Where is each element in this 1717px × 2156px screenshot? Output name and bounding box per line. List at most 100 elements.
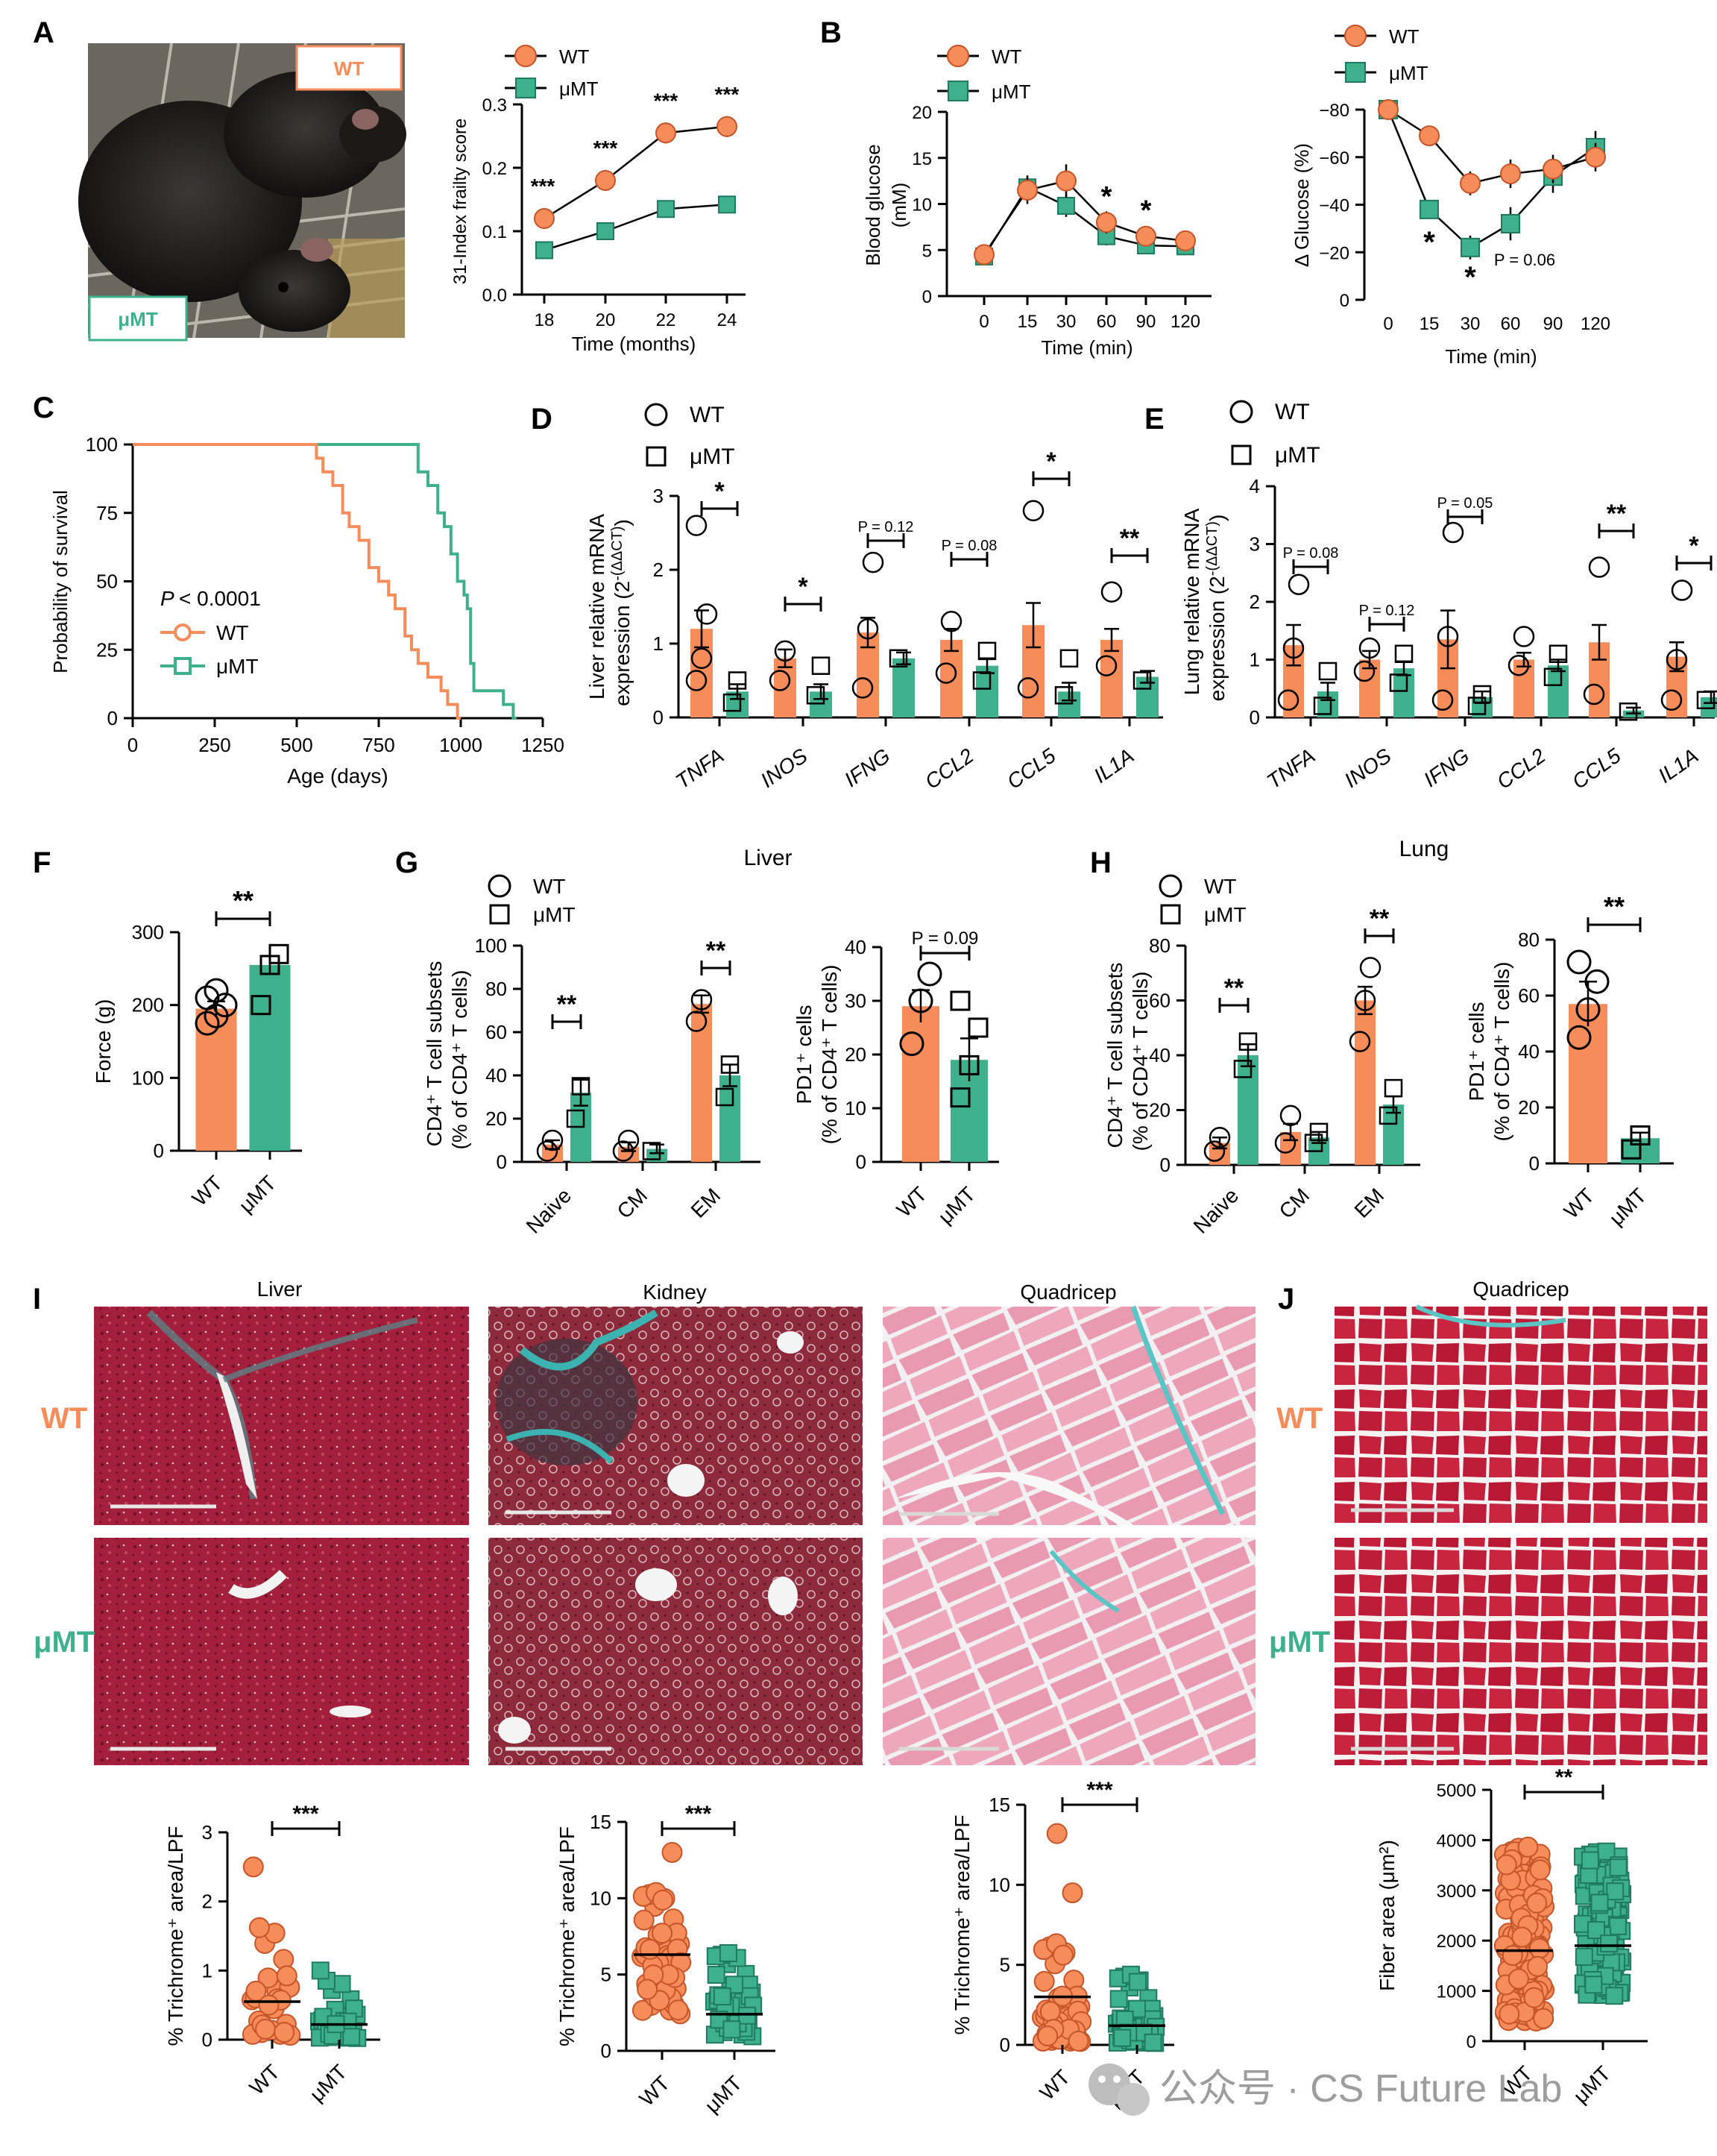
- b2-x-tick-label: 30: [1461, 314, 1481, 334]
- i2-umt-pt: [707, 1965, 725, 1984]
- b2-umt-point: [1501, 214, 1520, 233]
- d-wt-dot: [696, 603, 718, 625]
- a-x-tick-label: 18: [535, 310, 555, 330]
- g2-y-tick-label: 0: [856, 1151, 866, 1173]
- i1-y-label: % Trichrome⁺ area/LPF: [164, 1826, 187, 2046]
- g1-cat-label: CM: [613, 1184, 652, 1223]
- e-y-tick-label: 4: [1250, 475, 1260, 497]
- h2-wt-dot: [1584, 969, 1610, 994]
- h1-y-label: CD4⁺ T cell subsets: [1103, 963, 1127, 1148]
- i2-wt-pt: [633, 1909, 655, 1931]
- a-y-tick-label: 0.2: [482, 159, 507, 179]
- h1-cat-label: EM: [1350, 1184, 1389, 1222]
- h1-wt-dot: [1279, 1104, 1302, 1127]
- d-umt-dot: [1054, 686, 1074, 705]
- i2-wt-pt: [637, 1979, 658, 2000]
- g1-umt-dot: [720, 1055, 740, 1074]
- j-wt-pt: [1499, 2003, 1520, 2025]
- i2-wt-pt: [631, 1999, 653, 2021]
- a-y-tick-label: 0.1: [482, 222, 507, 242]
- d-umt-dot: [1132, 671, 1152, 690]
- j-y-tick-label: 3000: [1437, 1882, 1476, 1902]
- b2-y-label: Δ Glucose (%): [1291, 143, 1313, 267]
- d-legend-wt-label: WT: [690, 403, 725, 427]
- e-legend-wt-label: WT: [1275, 400, 1310, 424]
- i1-y-tick-label: 3: [202, 1821, 212, 1844]
- d-umt-dot: [728, 671, 747, 690]
- g-legend-wt-label: WT: [533, 875, 566, 898]
- b2-x-tick-label: 60: [1501, 314, 1521, 334]
- photo-label-wt-box: [295, 45, 403, 91]
- j-y-tick-label: 4000: [1437, 1831, 1476, 1851]
- g1-y-tick-label: 80: [485, 978, 507, 1000]
- i3-wt-pt: [1052, 1944, 1074, 1966]
- d-wt-dot: [1100, 581, 1123, 603]
- b1-y-tick-label: 0: [922, 287, 932, 307]
- f-y-tick-label: 200: [132, 994, 164, 1016]
- d-sig: *: [798, 573, 808, 601]
- a-sig: ***: [715, 83, 740, 106]
- j-cat-label: μMT: [1569, 2061, 1615, 2108]
- f-y-tick-label: 300: [132, 921, 164, 943]
- histo-kidney-umt: [488, 1538, 863, 1765]
- h1-y-label2: (% of CD4⁺ T cells): [1129, 972, 1152, 1151]
- e-sig: P = 0.08: [1283, 545, 1339, 562]
- i2-umt-pt: [713, 1987, 731, 2006]
- a-sig: ***: [531, 175, 555, 198]
- b2-umt-point: [1461, 237, 1480, 257]
- g-legend-umt-label: μMT: [533, 903, 576, 926]
- b1-x-label: Time (min): [1041, 336, 1132, 359]
- e-y-label2: expression (2-(ΔΔCT)): [1204, 515, 1229, 702]
- panel-letter-f: F: [33, 846, 51, 879]
- a-legend-umt-label: μMT: [559, 78, 599, 100]
- j-umt-pt: [1584, 1976, 1603, 1994]
- j-y-tick-label: 5000: [1437, 1781, 1476, 1801]
- row-label-umt-i: μMT: [34, 1626, 95, 1659]
- j-sig: **: [1555, 1765, 1573, 1790]
- f-y-tick-label: 100: [132, 1066, 164, 1089]
- h-legend-umt-label: μMT: [1204, 903, 1247, 926]
- f-sig: **: [233, 885, 253, 916]
- i2-y-label: % Trichrome⁺ area/LPF: [555, 1826, 579, 2046]
- i2-y-tick-label: 5: [601, 1964, 611, 1986]
- i1-wt-pt: [276, 1965, 297, 1987]
- c-y-tick-label: 25: [96, 638, 118, 661]
- c-legend-wt-marker: [174, 623, 192, 641]
- e-y-tick-label: 0: [1250, 706, 1260, 729]
- d-umt-dot: [1059, 649, 1079, 668]
- j-wt-pt: [1533, 2008, 1554, 2029]
- f-wt-dot: [195, 1011, 220, 1036]
- b2-x-tick-label: 0: [1383, 314, 1393, 334]
- b2-y-tick-label: −80: [1319, 101, 1349, 121]
- b2-y-tick-label: −40: [1319, 196, 1349, 216]
- j-umt-pt: [1590, 1893, 1609, 1912]
- a-x-tick-label: 20: [596, 310, 616, 330]
- i3-wt-pt: [1062, 1882, 1083, 1904]
- a-umt-point: [657, 200, 675, 219]
- g2-y-tick-label: 20: [845, 1043, 866, 1066]
- b1-sig-60: *: [1101, 181, 1112, 213]
- i3-sig: ***: [1086, 1778, 1112, 1803]
- i3-y-tick-label: 10: [989, 1873, 1010, 1896]
- h2-y-label: PD1⁺ cells: [1465, 1002, 1488, 1101]
- panel-letter-j: J: [1278, 1283, 1294, 1316]
- i3-wt-pt: [1039, 2001, 1061, 2023]
- c-x-tick-label: 1000: [439, 734, 482, 756]
- tissue-title-quad-j: Quadricep: [1472, 1277, 1569, 1301]
- a-legend-umt-marker2: [515, 78, 536, 98]
- e-umt-dot: [1389, 673, 1408, 692]
- g1-wt-dot: [536, 1140, 558, 1162]
- f-wt-dot: [212, 993, 238, 1018]
- e-wt-dot: [1358, 637, 1381, 659]
- j-y-tick-label: 1000: [1437, 1982, 1476, 2002]
- h1-y-tick-label: 40: [1149, 1044, 1171, 1066]
- i3-y-tick-label: 15: [989, 1794, 1010, 1816]
- i1-wt-pt: [274, 2022, 295, 2043]
- tissue-title-quad: Quadricep: [1020, 1280, 1116, 1304]
- a-legend-wt-label: WT: [559, 45, 590, 68]
- h1-umt-dot: [1309, 1122, 1329, 1142]
- b1-wt-point: [1017, 179, 1038, 201]
- e-umt-bar: [1548, 665, 1569, 717]
- g1-y-tick-label: 20: [485, 1107, 507, 1130]
- b2-wt-line: [1387, 108, 1596, 185]
